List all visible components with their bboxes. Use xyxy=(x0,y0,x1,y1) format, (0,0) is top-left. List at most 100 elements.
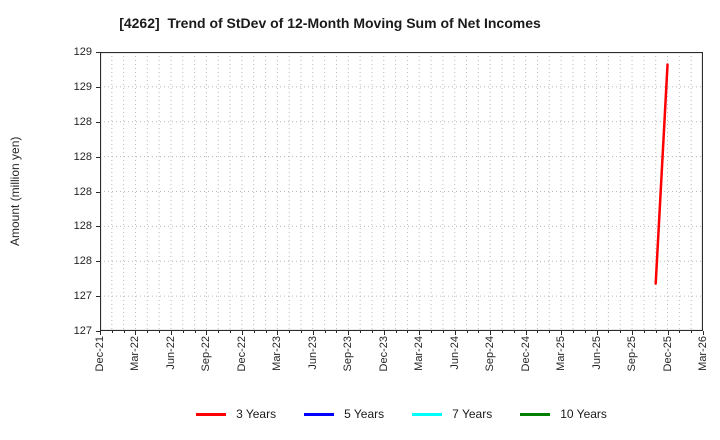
y-tick-mark xyxy=(96,191,100,193)
x-tick-mark xyxy=(230,331,232,333)
y-tick-mark xyxy=(96,52,100,53)
x-tick-label: Sep-23 xyxy=(342,336,355,372)
y-tick-mark xyxy=(96,296,100,298)
legend-item-7-years: 7 Years xyxy=(412,406,492,422)
x-tick-mark xyxy=(218,331,220,333)
x-tick-mark xyxy=(442,331,444,333)
x-tick-mark xyxy=(419,331,421,335)
x-tick-mark xyxy=(324,331,326,333)
x-tick-mark xyxy=(655,331,657,333)
x-tick-mark xyxy=(312,331,314,335)
x-tick-label: Dec-21 xyxy=(94,336,106,372)
x-tick-mark xyxy=(572,331,574,333)
y-tick-mark xyxy=(96,226,100,228)
x-tick-mark xyxy=(348,331,350,335)
x-tick-mark xyxy=(289,331,291,333)
x-tick-mark xyxy=(549,331,551,333)
x-tick-mark xyxy=(241,331,243,335)
x-tick-label: Jun-25 xyxy=(590,336,603,370)
x-tick-label: Dec-23 xyxy=(377,336,390,372)
legend-label: 5 Years xyxy=(344,407,385,421)
x-tick-mark xyxy=(608,331,610,333)
legend-label: 7 Years xyxy=(452,407,493,421)
x-tick-mark xyxy=(502,331,503,333)
legend-item-5-years: 5 Years xyxy=(304,406,384,422)
x-tick-mark xyxy=(383,331,385,335)
x-tick-label: Mar-25 xyxy=(555,336,568,371)
x-tick-label: Sep-22 xyxy=(200,336,213,372)
x-tick-mark xyxy=(395,331,397,333)
x-tick-mark xyxy=(407,331,409,333)
plot-canvas xyxy=(99,51,704,332)
legend-label: 3 Years xyxy=(236,407,277,421)
legend-line-swatch xyxy=(520,412,551,416)
x-tick-label: Dec-24 xyxy=(519,336,532,372)
y-tick-label: 128 xyxy=(73,255,92,268)
x-tick-mark xyxy=(100,331,101,335)
legend: 3 Years 5 Years 7 Years 10 Years xyxy=(100,406,703,422)
y-tick-label: 128 xyxy=(73,150,92,163)
x-tick-mark xyxy=(182,331,184,333)
x-tick-mark xyxy=(537,331,539,333)
x-tick-label: Jun-23 xyxy=(306,336,319,370)
x-tick-mark xyxy=(490,331,492,335)
x-tick-mark xyxy=(135,331,137,335)
legend-label: 10 Years xyxy=(560,407,607,421)
x-tick-mark xyxy=(265,331,267,333)
x-tick-mark xyxy=(431,331,433,333)
x-tick-mark xyxy=(371,331,373,333)
y-tick-mark xyxy=(96,156,100,158)
y-tick-label: 129 xyxy=(73,80,92,93)
x-tick-label: Sep-24 xyxy=(484,336,497,372)
x-tick-mark xyxy=(253,331,255,333)
y-tick-label: 128 xyxy=(73,185,92,198)
x-tick-mark xyxy=(667,331,669,335)
x-tick-mark xyxy=(277,331,279,335)
x-tick-label: Jun-22 xyxy=(164,336,177,370)
x-tick-mark xyxy=(525,331,527,335)
x-tick-mark xyxy=(194,331,196,333)
x-tick-label: Mar-23 xyxy=(271,336,284,371)
x-tick-mark xyxy=(123,331,125,333)
x-tick-label: Jun-24 xyxy=(448,336,461,370)
y-tick-mark xyxy=(96,121,100,123)
x-tick-mark xyxy=(513,331,515,333)
chart-title: [4262] Trend of StDev of 12-Month Moving… xyxy=(119,15,541,31)
x-tick-mark xyxy=(679,331,681,333)
x-tick-label: Dec-25 xyxy=(661,336,674,372)
x-tick-mark xyxy=(561,331,563,335)
x-tick-mark xyxy=(170,331,172,335)
x-tick-mark xyxy=(596,331,598,335)
y-tick-mark xyxy=(96,331,100,332)
y-tick-label: 127 xyxy=(73,290,92,303)
plot-area xyxy=(99,51,704,332)
x-tick-mark xyxy=(691,331,693,333)
x-tick-mark xyxy=(703,331,704,335)
x-tick-mark xyxy=(620,331,622,333)
legend-line-swatch xyxy=(304,412,335,416)
series-line-3-years xyxy=(654,63,669,285)
x-tick-mark xyxy=(632,331,634,335)
x-tick-label: Mar-24 xyxy=(413,336,426,371)
x-tick-mark xyxy=(206,331,208,335)
x-tick-mark xyxy=(584,331,586,333)
x-tick-mark xyxy=(159,331,161,333)
y-tick-label: 129 xyxy=(73,46,92,58)
x-tick-mark xyxy=(360,331,362,333)
x-tick-label: Mar-22 xyxy=(129,336,142,371)
x-tick-mark xyxy=(147,331,149,333)
legend-line-swatch xyxy=(412,412,443,416)
legend-item-3-years: 3 Years xyxy=(196,406,276,422)
x-tick-mark xyxy=(643,331,645,333)
x-tick-mark xyxy=(478,331,480,333)
legend-item-10-years: 10 Years xyxy=(520,406,607,422)
x-tick-mark xyxy=(111,331,113,333)
x-tick-mark xyxy=(301,331,302,333)
x-tick-mark xyxy=(454,331,456,335)
y-tick-label: 128 xyxy=(73,115,92,128)
x-tick-label: Dec-22 xyxy=(235,336,248,372)
x-tick-mark xyxy=(466,331,468,333)
y-tick-label: 128 xyxy=(73,220,92,233)
x-tick-mark xyxy=(336,331,338,333)
